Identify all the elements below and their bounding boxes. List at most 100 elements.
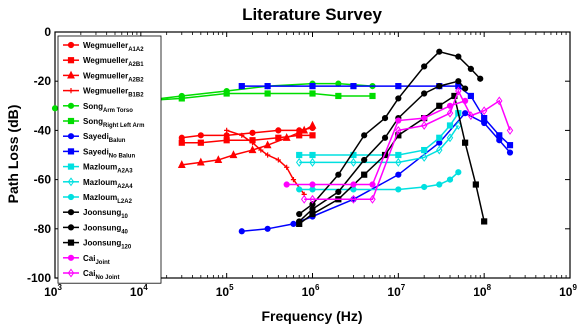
legend-marker (67, 177, 75, 187)
legend-label: MazloumA2A3 (83, 163, 133, 175)
y-tick-label: -60 (34, 173, 52, 187)
data-point (264, 83, 271, 90)
legend-label: MazloumA2A4 (83, 178, 133, 190)
legend-marker (67, 209, 75, 216)
legend-marker (67, 163, 75, 170)
series-mazloum-l2a2 (296, 169, 462, 193)
legend-entry: WegmuellerA2B2 (63, 70, 144, 83)
data-point (395, 117, 402, 124)
legend-label: WegmuellerB1B2 (83, 87, 144, 99)
series-cai-no-joint (300, 86, 514, 204)
x-tick-label: 105 (216, 283, 234, 299)
legend-marker (67, 148, 75, 155)
legend-label: CaiJoint (83, 254, 110, 266)
series-wegmueller-b1b2 (224, 127, 307, 197)
data-point (335, 171, 342, 178)
data-point (395, 125, 402, 135)
legend-label: WegmuellerA2B1 (83, 56, 144, 68)
data-point (239, 132, 245, 138)
data-point (350, 157, 357, 167)
data-point (178, 95, 185, 102)
data-point (455, 86, 462, 96)
data-point (436, 48, 443, 55)
y-tick-label: -100 (27, 271, 51, 285)
legend-label: Joonsung120 (83, 239, 132, 251)
data-point (223, 90, 230, 97)
y-tick-label: -20 (34, 74, 52, 88)
x-tick-label: 106 (302, 283, 320, 299)
legend-entry: Joonsung10 (63, 208, 129, 220)
data-point (462, 85, 469, 92)
data-point (436, 102, 443, 109)
legend-entry: SayediNo Balun (63, 147, 135, 159)
data-point (455, 53, 462, 60)
x-tick-label: 103 (44, 283, 62, 299)
legend-label: WegmuellerA1A2 (83, 41, 144, 53)
x-tick-label: 104 (130, 283, 148, 299)
data-point (395, 151, 402, 159)
legend-entry: SongArm Torso (63, 102, 133, 114)
data-point (381, 115, 389, 122)
legend-label: CaiNo Joint (83, 269, 119, 281)
legend-entry: WegmuellerA2B1 (63, 56, 144, 68)
legend-marker (67, 268, 75, 278)
data-point (421, 183, 428, 191)
legend-marker (68, 88, 74, 94)
x-tick-label: 109 (559, 283, 577, 299)
legend-marker (67, 41, 75, 49)
data-point (309, 210, 316, 218)
data-point (395, 171, 402, 178)
legend-marker (67, 254, 75, 261)
data-point (395, 83, 402, 90)
data-point (369, 194, 376, 204)
legend-entry: MazloumA2A3 (63, 163, 133, 175)
data-point (421, 115, 428, 122)
x-tick-label: 107 (387, 283, 405, 299)
data-point (249, 140, 256, 146)
y-tick-label: -40 (34, 123, 52, 137)
data-point (197, 132, 204, 139)
data-point (369, 92, 376, 100)
data-point (381, 134, 389, 141)
data-point (480, 106, 488, 116)
data-point (309, 181, 316, 188)
data-point (462, 110, 469, 117)
data-point (296, 210, 303, 218)
legend-entry: SongRight Left Arm (63, 117, 144, 129)
legend-label: MazloumL2A2 (83, 193, 133, 205)
data-point (196, 157, 205, 166)
data-point (472, 181, 479, 188)
legend-label: SongRight Left Arm (83, 117, 144, 129)
data-point (446, 133, 454, 143)
series-line (299, 125, 459, 164)
data-point (296, 220, 303, 227)
y-axis-label: Path Loss (dB) (5, 105, 21, 204)
data-point (296, 151, 303, 159)
legend-label: SayediBalun (83, 132, 126, 144)
legend-marker (67, 70, 75, 79)
legend-marker (67, 239, 75, 246)
legend-entry: CaiNo Joint (63, 268, 119, 281)
data-point (395, 186, 402, 193)
legend-label: WegmuellerA2B2 (83, 71, 144, 83)
data-point (275, 157, 281, 163)
data-point (258, 147, 264, 153)
y-axis: 0 -20 -40 -60 -80 -100 (27, 25, 570, 285)
series-mazloum-a2a4 (295, 121, 462, 167)
data-point (290, 220, 297, 227)
data-point (178, 139, 185, 146)
legend-marker (67, 57, 75, 64)
data-point (309, 157, 316, 167)
data-point (506, 125, 514, 135)
data-point (249, 129, 256, 136)
data-point (496, 96, 503, 106)
data-point (506, 149, 514, 156)
y-tick-label: -80 (34, 222, 52, 236)
data-point (361, 132, 368, 139)
data-point (264, 90, 271, 97)
series-cai-joint (283, 97, 469, 188)
data-point (51, 105, 59, 112)
data-point (309, 132, 316, 139)
data-point (421, 63, 428, 70)
data-point (265, 152, 271, 158)
